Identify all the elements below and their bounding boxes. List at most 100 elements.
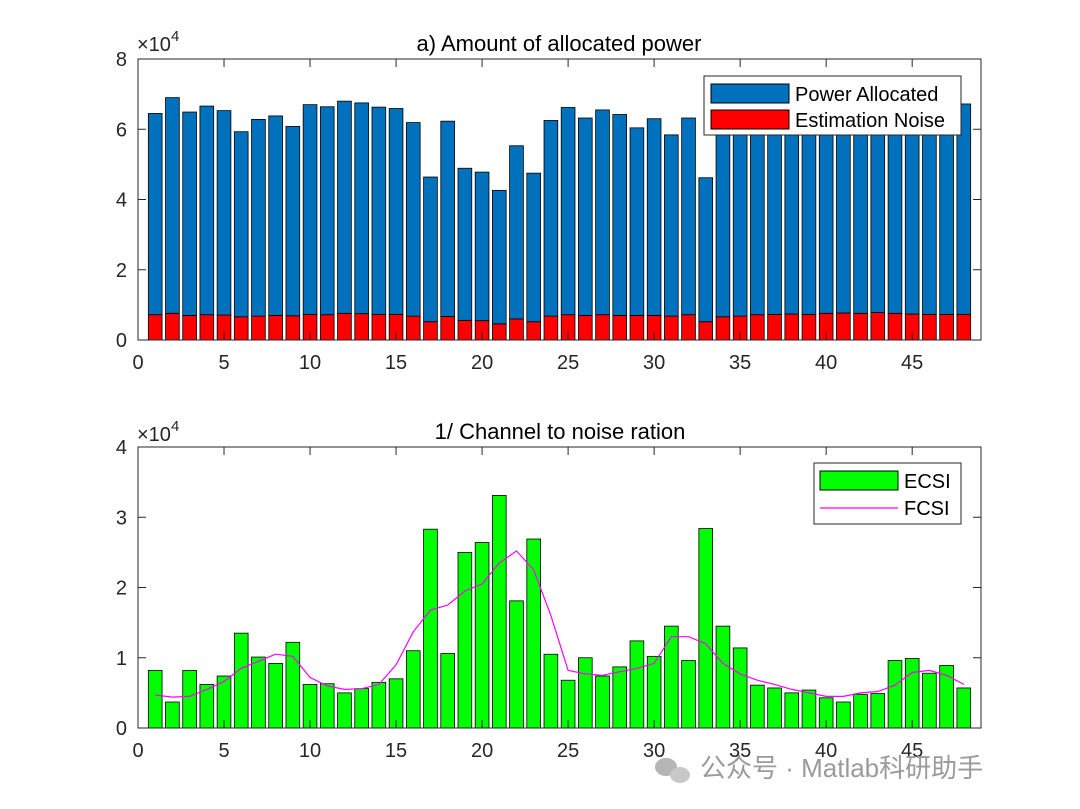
x-tick-label: 0 [132, 352, 143, 374]
ecsi-bar [664, 625, 679, 729]
ecsi-bar [612, 666, 627, 729]
x-tick-label: 10 [299, 352, 321, 374]
noise-bar [612, 315, 627, 341]
x-tick-label: 15 [385, 740, 407, 762]
power-bar [681, 117, 696, 316]
y-tick-label: 8 [116, 49, 127, 71]
power-bar [216, 110, 232, 316]
power-bar [560, 107, 576, 316]
noise-bar [423, 321, 438, 341]
power-bar [182, 111, 197, 316]
noise-bar [199, 314, 215, 341]
ecsi-bar [337, 692, 352, 729]
power-bar [371, 106, 387, 315]
legend-label-power-allocated: Power Allocated [795, 84, 938, 106]
legend-label-fcsi: FCSI [904, 498, 950, 520]
power-bar [354, 102, 369, 315]
x-tick-label: 25 [557, 352, 579, 374]
noise-bar [922, 313, 937, 341]
noise-bar [509, 318, 524, 341]
x-tick-label: 0 [132, 740, 143, 762]
power-bar [595, 109, 610, 316]
ecsi-bar [165, 701, 180, 729]
ecsi-bar [904, 658, 920, 729]
power-bar [233, 131, 249, 318]
legend-swatch-estimation-noise [710, 109, 790, 130]
ecsi-bar [492, 495, 507, 729]
ecsi-bar [750, 684, 765, 729]
ecsi-bar [922, 672, 937, 729]
legend-swatch-ecsi [819, 470, 899, 491]
power-bar [818, 104, 834, 314]
top-chart-title: a) Amount of allocated power [417, 31, 702, 56]
ecsi-bar [233, 632, 249, 729]
power-bar [750, 104, 765, 316]
power-bar [302, 104, 318, 315]
x-tick-label: 25 [557, 740, 579, 762]
legend-swatch-power-allocated [710, 83, 790, 104]
noise-bar [457, 319, 473, 341]
x-tick-label: 40 [815, 740, 837, 762]
x-tick-label: 30 [643, 352, 665, 374]
ecsi-bar [354, 688, 369, 729]
power-bar [578, 117, 593, 316]
power-bar [904, 106, 920, 315]
noise-bar [147, 314, 163, 341]
x-tick-label: 30 [643, 740, 665, 762]
fcsi-line [155, 550, 965, 698]
ecsi-bar [405, 650, 421, 729]
x-tick-label: 10 [299, 740, 321, 762]
power-bar [388, 108, 404, 315]
x-tick-label: 15 [385, 352, 407, 374]
noise-bar [182, 315, 197, 341]
power-bar [440, 120, 455, 317]
noise-bar [595, 314, 610, 341]
power-bar [612, 114, 627, 316]
y-tick-label: 3 [116, 507, 127, 529]
noise-bar [285, 315, 301, 341]
power-bar [715, 109, 731, 318]
ecsi-bar [887, 660, 903, 729]
noise-bar [853, 312, 868, 341]
noise-bar [681, 314, 696, 341]
power-bar [285, 126, 301, 317]
noise-bar [526, 321, 541, 341]
ecsi-bar [251, 656, 266, 729]
power-bar [698, 177, 714, 323]
ecsi-bar [578, 657, 593, 729]
ecsi-bar [732, 647, 748, 729]
power-bar [165, 97, 180, 314]
x-tick-label: 35 [729, 352, 751, 374]
y-tick-label: 4 [116, 190, 127, 212]
ecsi-bar [956, 687, 972, 729]
power-bar [922, 106, 937, 315]
noise-bar [233, 316, 249, 341]
ecsi-bar [371, 681, 387, 729]
ecsi-bar [543, 653, 559, 729]
ecsi-bar [870, 693, 886, 729]
ecsi-bar [595, 675, 610, 729]
ecsi-bar [268, 662, 283, 729]
bottom-axes: 0 5 10 15 20 25 30 35 40 45 0 1 2 3 4 1/ Channel to no… [116, 418, 982, 762]
ecsi-bar [836, 701, 851, 729]
noise-bar [440, 316, 455, 341]
noise-bar [801, 313, 817, 341]
legend-label-estimation-noise: Estimation Noise [795, 110, 945, 132]
power-bar [629, 127, 645, 316]
ecsi-bar [801, 689, 817, 729]
power-bar [319, 106, 335, 316]
x-tick-label: 5 [218, 740, 229, 762]
power-bar [268, 115, 283, 316]
noise-bar [836, 312, 851, 341]
noise-bar [870, 312, 886, 341]
power-bar [251, 119, 266, 317]
power-bar [492, 189, 507, 325]
bottom-ticks: 0 5 10 15 20 25 30 35 40 45 0 1 2 3 4 [116, 437, 981, 762]
ecsi-bar [319, 683, 335, 729]
noise-bar [165, 312, 180, 341]
noise-bar [715, 316, 731, 341]
x-tick-label: 35 [729, 740, 751, 762]
noise-bar [492, 323, 507, 341]
power-bar [646, 118, 662, 316]
power-bar [423, 176, 438, 323]
